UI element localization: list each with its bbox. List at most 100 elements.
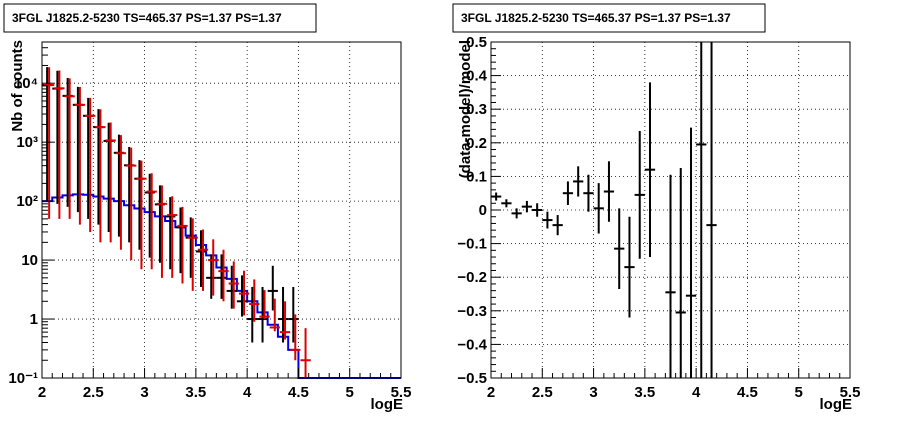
- counts-title-box: [3, 3, 317, 33]
- model-point: [126, 147, 137, 261]
- residual-point: [685, 127, 697, 378]
- residual-title-box: [452, 3, 766, 33]
- data-point: [113, 134, 125, 237]
- model-point: [228, 261, 239, 309]
- model-point: [44, 67, 55, 219]
- data-point: [236, 275, 248, 317]
- residual-y-tick-label: −0.3: [457, 303, 487, 320]
- counts-x-tick-label: 3: [140, 384, 148, 401]
- residual-point: [521, 200, 533, 213]
- residual-point: [573, 166, 584, 197]
- model-point: [115, 135, 127, 250]
- residual-point: [706, 42, 717, 378]
- data-point: [206, 254, 217, 299]
- residual-point: [614, 208, 625, 289]
- data-point: [144, 173, 155, 258]
- residual-y-tick-label: −0.1: [457, 236, 487, 253]
- residual-point: [696, 42, 707, 378]
- model-point: [146, 173, 157, 270]
- model-point: [279, 301, 291, 340]
- model-point: [136, 160, 147, 270]
- model-point: [105, 122, 116, 243]
- model-point: [54, 70, 65, 219]
- residual-x-axis-label: logE: [820, 396, 853, 413]
- model-point: [167, 196, 178, 278]
- counts-y-axis-label: Nb of counts: [9, 40, 26, 132]
- data-point: [175, 207, 186, 274]
- counts-x-tick-label: 3.5: [185, 384, 206, 401]
- residual-x-tick-label: 2.5: [532, 384, 553, 401]
- model-point: [85, 97, 96, 232]
- residual-x-tick-label: 5.5: [840, 384, 861, 401]
- counts-y-tick-label: 10²: [16, 193, 38, 210]
- data-point: [154, 185, 166, 263]
- counts-panel: 3FGL J1825.2-5230 TS=465.37 PS=1.37 PS=1…: [3, 3, 412, 413]
- model-point: [177, 206, 188, 284]
- residual-x-tick-label: 3: [589, 384, 597, 401]
- data-point: [42, 67, 53, 202]
- data-point: [226, 265, 237, 309]
- residual-x-tick-label: 4.5: [737, 384, 758, 401]
- residual-panel: 3FGL J1825.2-5230 TS=465.37 PS=1.37 PS=1…: [452, 3, 860, 413]
- counts-x-tick-label: 4.5: [288, 384, 309, 401]
- residual-point: [511, 208, 522, 219]
- counts-y-tick-label: 1: [30, 311, 38, 328]
- residual-x-tick-label: 5: [795, 384, 803, 401]
- residual-point: [634, 131, 645, 259]
- counts-x-tick-label: 4: [243, 384, 252, 401]
- model-point: [259, 290, 270, 320]
- residual-title: 3FGL J1825.2-5230 TS=465.37 PS=1.37 PS=1…: [461, 11, 731, 25]
- model-point: [74, 86, 86, 225]
- residual-point: [583, 174, 594, 212]
- residual-axes: 2 2.5 3 3.5 4 4.5 5 5.5 −0.5 −0.4 −0.3 −0.2 −0.1 0 0.1…: [457, 34, 860, 401]
- counts-y-tick-label: 10⁴: [14, 75, 38, 92]
- model-point: [218, 249, 229, 302]
- residual-x-tick-label: 2: [487, 384, 495, 401]
- data-point: [124, 146, 135, 243]
- counts-x-axis-label: logE: [371, 396, 404, 413]
- counts-x-tick-label: 2: [38, 384, 46, 401]
- counts-axes: 2 2.5 3 3.5 4 4.5 5 5.5 10⁻¹ 1 10 10² 10³ 10⁴: [8, 41, 412, 401]
- counts-y-tick-label: 10³: [16, 134, 38, 151]
- residual-y-tick-label: 0: [479, 202, 487, 219]
- model-point: [95, 109, 106, 243]
- counts-marks: [42, 67, 401, 379]
- model-point: [187, 218, 198, 291]
- residual-y-tick-label: 0.1: [466, 168, 487, 185]
- residual-point: [624, 216, 635, 318]
- residual-y-tick-label: 0.2: [466, 135, 487, 152]
- residual-point: [501, 199, 512, 208]
- data-point: [52, 70, 63, 204]
- counts-plot-frame: [41, 41, 402, 379]
- data-point: [288, 286, 299, 343]
- residual-point: [665, 174, 676, 378]
- counts-x-tick-label: 2.5: [83, 384, 104, 401]
- counts-y-tick-label: 10⁻¹: [8, 370, 38, 387]
- model-point: [156, 185, 168, 278]
- residual-marks: [491, 42, 717, 378]
- model-point: [249, 279, 260, 322]
- residual-x-tick-label: 4: [692, 384, 701, 401]
- model-point: [300, 328, 311, 378]
- residual-point: [675, 168, 686, 378]
- residual-y-tick-label: −0.4: [457, 336, 487, 353]
- residual-point: [552, 215, 563, 236]
- residual-y-tick-label: −0.5: [457, 370, 487, 387]
- counts-x-tick-label: 5: [346, 384, 354, 401]
- counts-grid: [42, 42, 401, 378]
- residual-x-tick-label: 3.5: [634, 384, 655, 401]
- model-point: [269, 298, 280, 332]
- residual-y-axis-label: (data-model)/model: [457, 40, 474, 178]
- model-point: [208, 239, 219, 296]
- model-point: [290, 314, 301, 361]
- residual-y-tick-label: 0.4: [466, 68, 488, 85]
- counts-x-tick-label: 5.5: [391, 384, 412, 401]
- residual-point: [532, 203, 543, 217]
- data-point: [277, 286, 289, 343]
- data-point: [195, 230, 207, 287]
- data-point: [216, 254, 227, 299]
- residual-y-tick-label: 0.3: [466, 101, 487, 118]
- data-point: [267, 265, 278, 311]
- residual-point: [562, 181, 574, 205]
- residual-y-tick-label: −0.2: [457, 269, 487, 286]
